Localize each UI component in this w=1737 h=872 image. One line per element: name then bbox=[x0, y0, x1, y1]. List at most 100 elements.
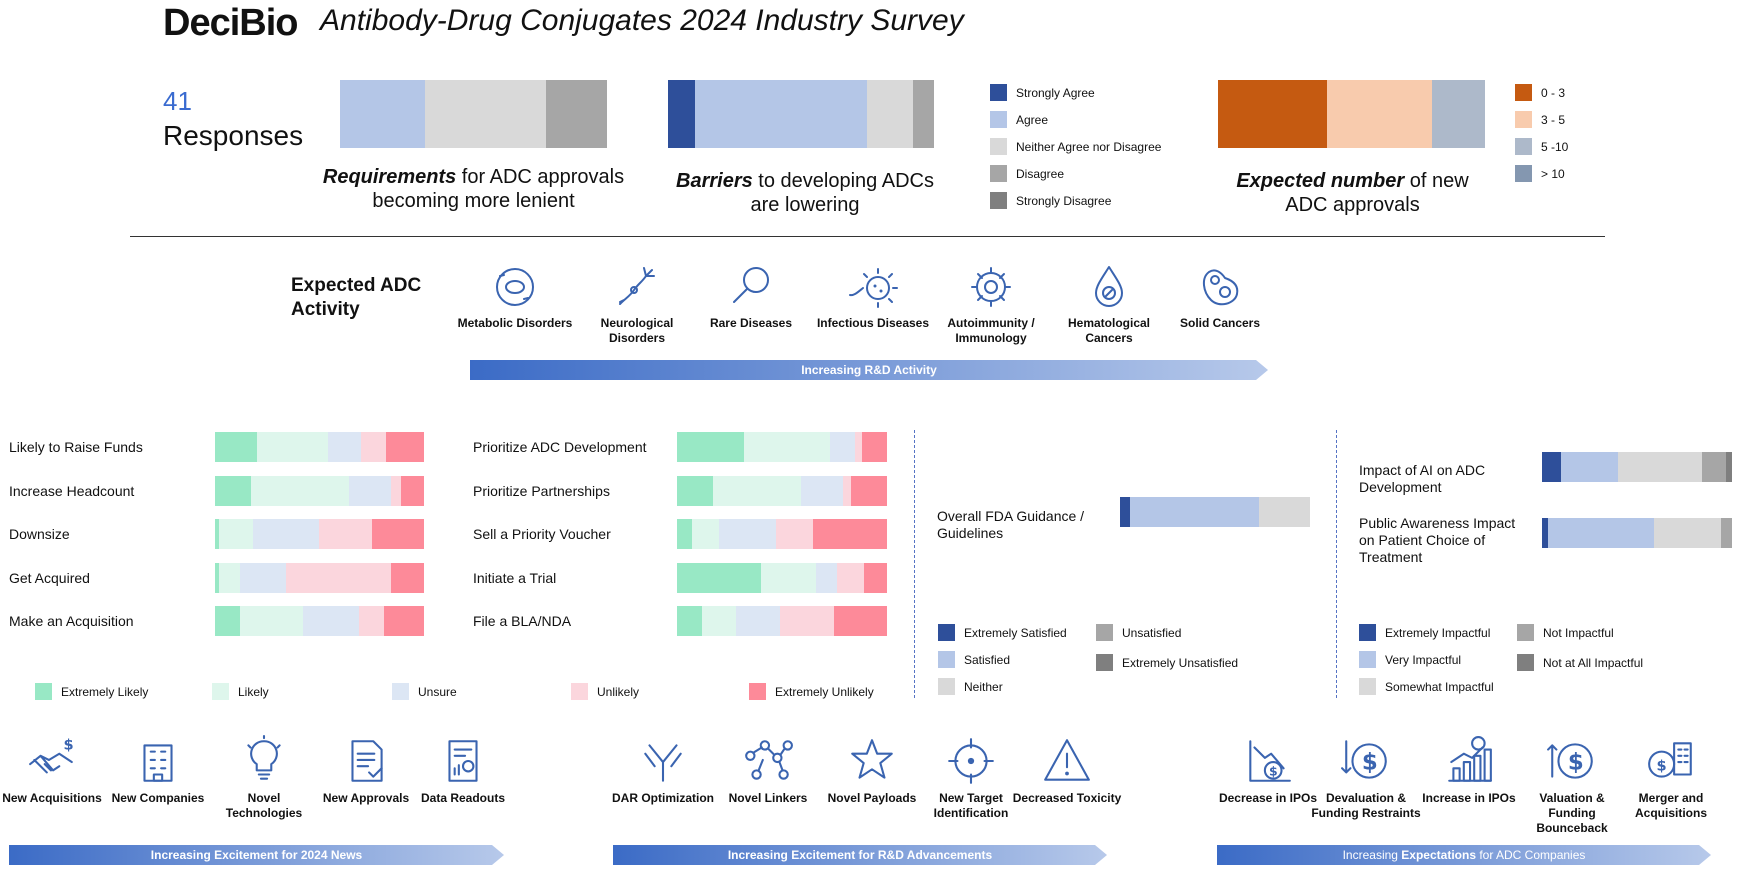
legend-label: Somewhat Impactful bbox=[1385, 679, 1494, 694]
news-item-label: Data Readouts bbox=[420, 791, 506, 805]
news-item-label: New Approvals bbox=[322, 791, 410, 805]
legend-swatch bbox=[749, 683, 766, 700]
legend-label: 0 - 3 bbox=[1541, 85, 1566, 100]
cell-icon bbox=[1203, 269, 1239, 306]
legend-item: Neither bbox=[938, 673, 1003, 700]
news-item-label: New Companies bbox=[111, 791, 205, 805]
decibio-logo: DeciBio bbox=[163, 2, 298, 44]
segment-not-impactful bbox=[1701, 452, 1727, 482]
expected-caption-bold: Expected number bbox=[1236, 170, 1405, 192]
segment-satisfied bbox=[1129, 497, 1259, 527]
news-item-label: Valuation & Funding Bounceback bbox=[1536, 791, 1608, 835]
requirements-caption-rest: for ADC approvals becoming more lenient bbox=[372, 166, 625, 212]
activity-item-label: Solid Cancers bbox=[1179, 316, 1261, 330]
legend-swatch bbox=[990, 84, 1007, 101]
likelihood-row-bar bbox=[677, 432, 887, 462]
legend-label: Extremely Unlikely bbox=[775, 684, 874, 699]
news-item: Data Readouts bbox=[408, 735, 518, 806]
barriers-bar bbox=[668, 80, 934, 148]
legend-row: Likely bbox=[212, 678, 269, 705]
requirements-caption: Requirements for ADC approvals becoming … bbox=[315, 165, 632, 213]
news-item-label: Devaluation & Funding Restraints bbox=[1311, 791, 1421, 820]
legend-item: > 10 bbox=[1515, 160, 1568, 187]
segment-disagree bbox=[912, 80, 934, 148]
news-arrow-label-bold: Expectations bbox=[1401, 848, 1476, 862]
expected-caption-rest: of new ADC approvals bbox=[1285, 170, 1469, 216]
likelihood-row-label: Prioritize Partnerships bbox=[473, 483, 610, 499]
segment-extremely-unlikely bbox=[834, 606, 887, 636]
legend-swatch bbox=[1359, 678, 1376, 695]
divider-impact bbox=[1336, 430, 1337, 698]
likelihood-row-bar bbox=[215, 606, 424, 636]
news-item-label: Novel Technologies bbox=[225, 791, 303, 820]
segment-0-3 bbox=[1218, 80, 1328, 148]
immune-icon bbox=[971, 267, 1011, 307]
handshake-icon: $ bbox=[29, 737, 74, 774]
segment-neither-agree-nor-disagree bbox=[425, 80, 546, 148]
segment-extremely-likely bbox=[677, 519, 692, 549]
fda-row-label: Overall FDA Guidance / Guidelines bbox=[937, 508, 1085, 541]
news-arrow: Increasing Expectations for ADC Companie… bbox=[1217, 845, 1711, 865]
legend-swatch bbox=[1515, 165, 1532, 182]
segment-likely bbox=[702, 606, 736, 636]
news-item: New Approvals bbox=[311, 735, 421, 806]
legend-item: Extremely Unsatisfied bbox=[1096, 649, 1238, 676]
legend-label: Unsure bbox=[418, 684, 457, 699]
segment-extremely-likely bbox=[677, 476, 713, 506]
segment-likely bbox=[240, 606, 303, 636]
segment-unlikely bbox=[836, 563, 864, 593]
segment-extremely-unlikely bbox=[863, 563, 887, 593]
legend-item: Extremely Likely bbox=[35, 678, 148, 705]
legend-label: 5 -10 bbox=[1541, 139, 1569, 154]
news-item-label: Novel Payloads bbox=[827, 791, 917, 805]
approvals-legend: 0 - 3 3 - 5 5 -10 > 10 bbox=[1515, 79, 1568, 187]
legend-swatch bbox=[990, 165, 1007, 182]
star-icon bbox=[851, 739, 893, 779]
news-item: Increase in IPOs bbox=[1414, 735, 1524, 806]
legend-row: Extremely Unsatisfied bbox=[1096, 649, 1238, 676]
likelihood-row-label: Likely to Raise Funds bbox=[9, 439, 143, 455]
legend-item: Not at All Impactful bbox=[1517, 649, 1643, 676]
responses-label: Responses bbox=[163, 120, 304, 151]
activity-item-label: Metabolic Disorders bbox=[457, 316, 573, 330]
requirements-bar bbox=[340, 80, 607, 148]
legend-item: Very Impactful bbox=[1359, 646, 1461, 673]
segment-not-impactful bbox=[1720, 518, 1732, 548]
news-arrow-label-post: for ADC Companies bbox=[1476, 848, 1586, 862]
barriers-caption: Barriers to developing ADCs are lowering bbox=[660, 169, 950, 217]
segment-unsure bbox=[718, 519, 776, 549]
segment-unlikely bbox=[319, 519, 372, 549]
activity-item: Infectious Diseases bbox=[813, 262, 933, 331]
legend-swatch bbox=[938, 624, 955, 641]
segment-extremely-unlikely bbox=[400, 476, 424, 506]
segment-unsure bbox=[327, 432, 362, 462]
metabolic-icon bbox=[496, 268, 534, 306]
legend-item: Neither Agree nor Disagree bbox=[990, 133, 1161, 160]
news-arrow-label: Increasing Excitement for R&D Advancemen… bbox=[727, 848, 993, 862]
svg-text:$: $ bbox=[1269, 764, 1278, 779]
legend-item: Somewhat Impactful bbox=[1359, 673, 1494, 700]
news-item: Novel Technologies bbox=[209, 735, 319, 821]
legend-label: Extremely Satisfied bbox=[964, 625, 1067, 640]
legend-item: Unsatisfied bbox=[1096, 619, 1181, 646]
segment-extremely-likely bbox=[215, 606, 241, 636]
dollar-down-icon: $ bbox=[1341, 740, 1387, 779]
segment-extremely-unlikely bbox=[371, 519, 424, 549]
activity-item: Metabolic Disorders bbox=[455, 262, 575, 331]
likelihood-row-label: Increase Headcount bbox=[9, 483, 135, 499]
divider-fda bbox=[914, 430, 915, 698]
svg-text:$: $ bbox=[1568, 749, 1584, 775]
segment-likely bbox=[219, 519, 253, 549]
segment-not-at-all-impactful bbox=[1726, 452, 1732, 482]
segment-disagree bbox=[545, 80, 607, 148]
legend-swatch bbox=[990, 138, 1007, 155]
legend-row: Satisfied bbox=[938, 646, 1010, 673]
segment-unlikely bbox=[855, 432, 862, 462]
neuron-icon bbox=[619, 267, 655, 305]
chart-down-icon: $ bbox=[1249, 740, 1291, 782]
rd-activity-arrow: Increasing R&D Activity bbox=[470, 360, 1268, 380]
likelihood-row-label: Initiate a Trial bbox=[473, 570, 557, 586]
legend-swatch bbox=[571, 683, 588, 700]
legend-item: Satisfied bbox=[938, 646, 1010, 673]
report-icon bbox=[448, 740, 478, 782]
